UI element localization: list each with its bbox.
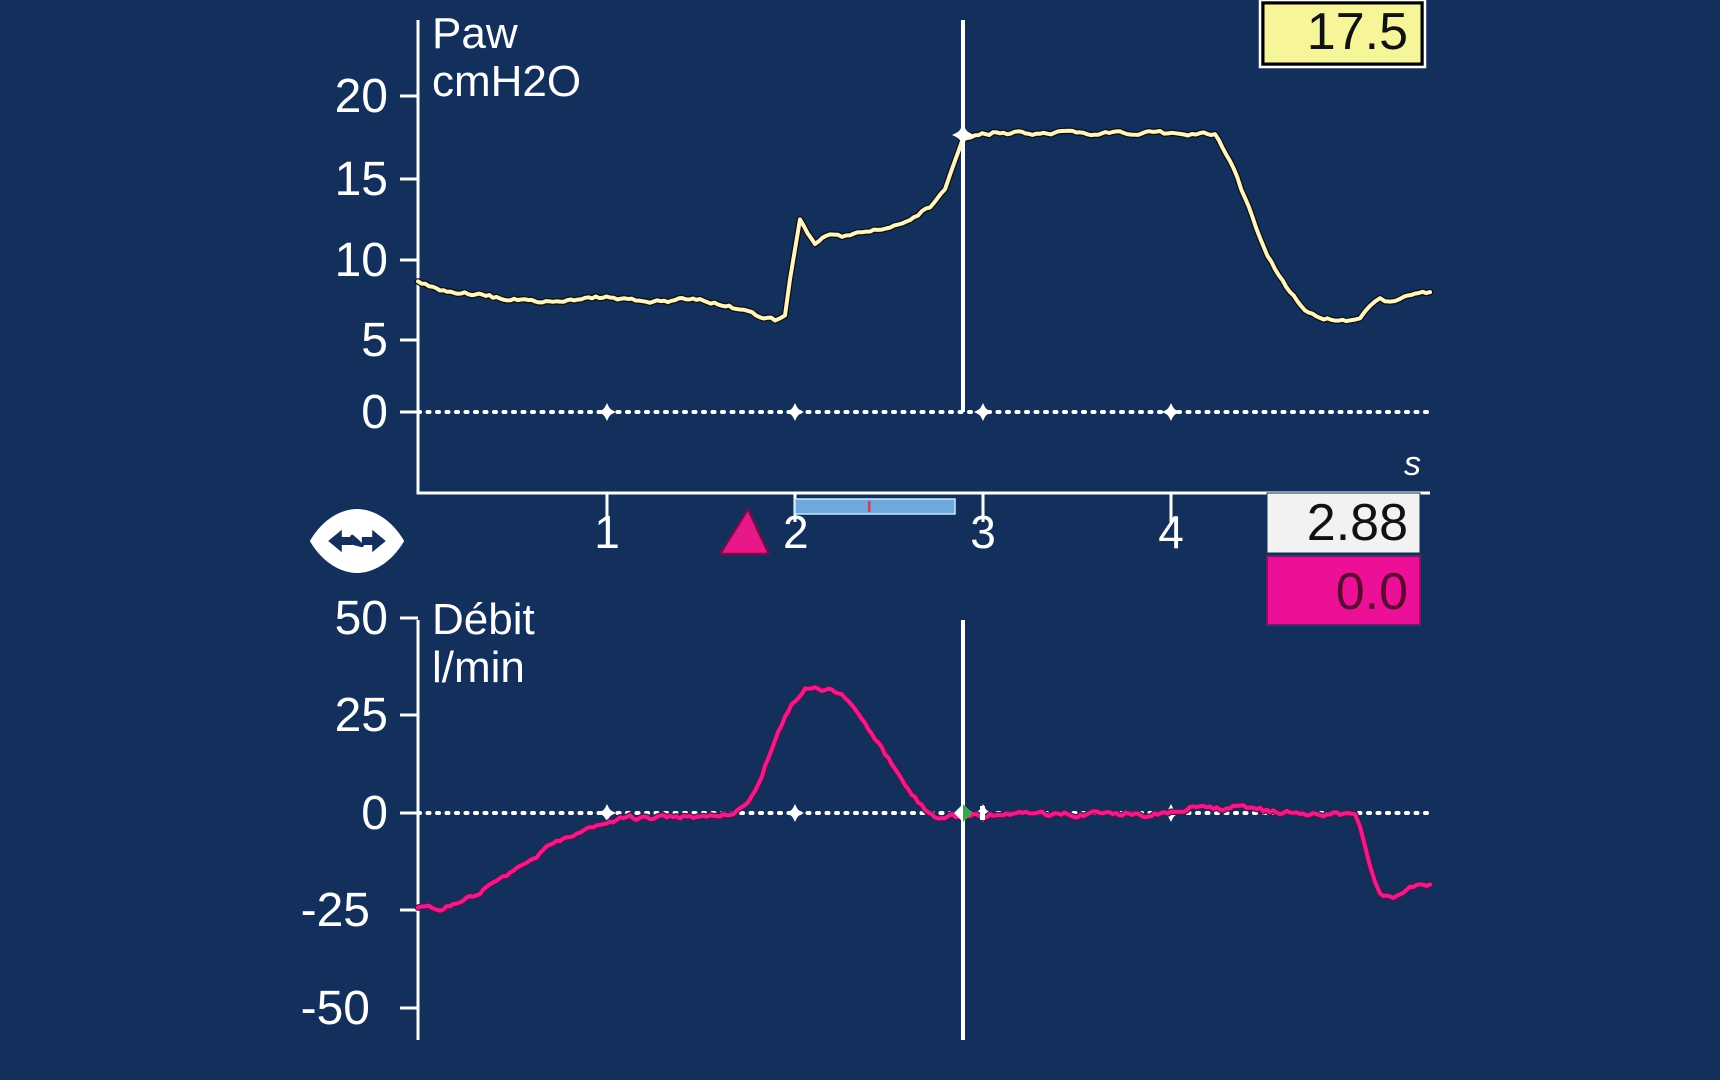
svg-text:-25: -25 — [301, 884, 370, 937]
svg-text:20: 20 — [335, 70, 388, 123]
svg-text:2.88: 2.88 — [1307, 494, 1408, 552]
svg-text:-50: -50 — [301, 982, 370, 1035]
svg-text:0: 0 — [361, 787, 388, 840]
svg-text:10: 10 — [335, 234, 388, 287]
svg-text:50: 50 — [335, 592, 388, 645]
svg-text:l/min: l/min — [432, 643, 525, 692]
svg-text:25: 25 — [335, 689, 388, 742]
svg-text:0: 0 — [361, 386, 388, 439]
svg-text:cmH2O: cmH2O — [432, 57, 581, 106]
svg-text:Débit: Débit — [432, 595, 535, 644]
svg-text:1: 1 — [594, 506, 620, 558]
svg-text:5: 5 — [361, 314, 388, 367]
svg-text:3: 3 — [970, 506, 996, 558]
svg-text:0.0: 0.0 — [1336, 563, 1408, 621]
svg-text:15: 15 — [335, 153, 388, 206]
svg-text:4: 4 — [1158, 506, 1184, 558]
svg-text:s: s — [1404, 445, 1421, 483]
svg-text:17.5: 17.5 — [1307, 3, 1408, 61]
svg-text:Paw: Paw — [432, 9, 518, 58]
